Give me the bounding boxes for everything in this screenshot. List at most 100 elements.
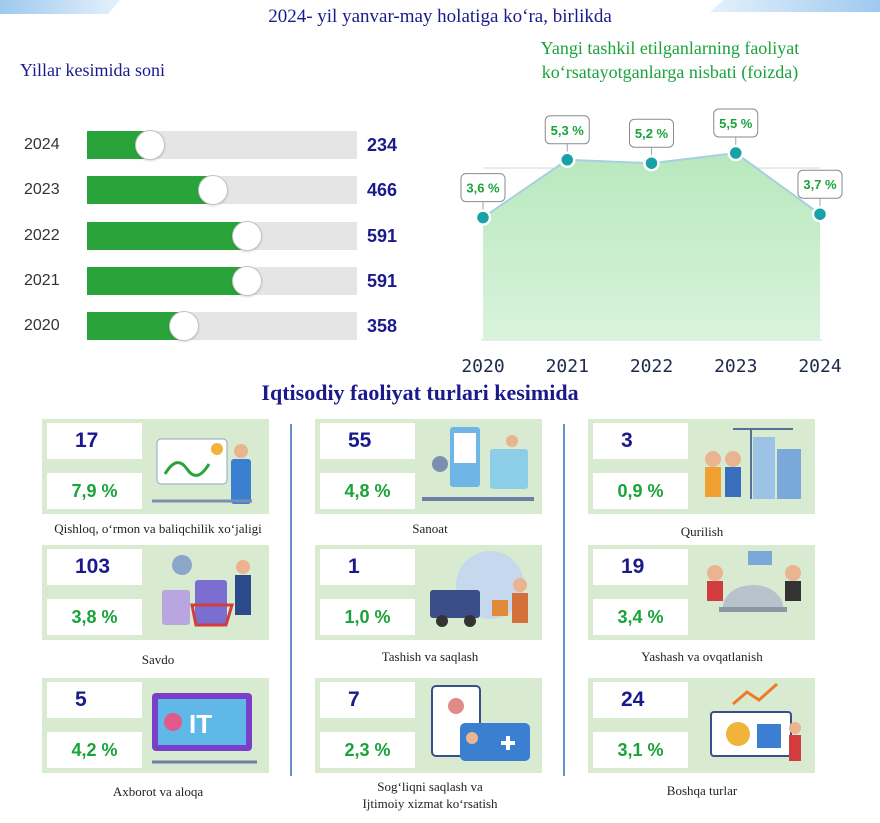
sectors-title: Iqtisodiy faoliyat turlari kesimida — [261, 380, 579, 405]
data-point — [727, 144, 744, 162]
area-chart: 3,6 % 2020 5,3 % 2021 5,2 % 2022 5,5 % 2023 3,7 … — [460, 108, 843, 377]
x-tick-label: 2023 — [714, 356, 757, 377]
header-decoration-right — [710, 0, 880, 12]
svg-text:IT: IT — [189, 709, 212, 739]
bar-row: 2020 358 — [0, 311, 420, 341]
bar-knob — [135, 130, 165, 160]
count-box: 1 — [320, 549, 415, 585]
data-point — [643, 154, 660, 172]
data-point — [559, 151, 576, 169]
sector-count: 24 — [621, 688, 645, 711]
bar — [87, 267, 247, 295]
sector-card-other: 24 3,1 % — [588, 678, 815, 773]
data-point — [474, 209, 492, 226]
sector-percent: 2,3 % — [344, 740, 391, 760]
bar-track — [87, 175, 357, 205]
data-label: 3,6 % — [466, 181, 500, 196]
sector-label: Qishloq, oʻrmon va baliqchilik xoʻjaligi — [54, 521, 262, 536]
x-tick-label: 2021 — [546, 356, 589, 377]
data-label-box — [544, 115, 590, 145]
percent-box: 4,2 % — [47, 732, 142, 768]
sector-percent: 1,0 % — [344, 607, 391, 627]
sector-count: 1 — [348, 555, 360, 578]
percent-box: 3,4 % — [593, 599, 688, 635]
count-box: 3 — [593, 423, 688, 459]
bar-value-label: 591 — [367, 271, 398, 291]
percent-box: 1,0 % — [320, 599, 415, 635]
column-divider — [290, 424, 292, 776]
healthcare-illustration — [431, 685, 530, 761]
construction-illustration — [705, 428, 801, 499]
count-box: 24 — [593, 682, 688, 718]
percent-box: 0,9 % — [593, 473, 688, 509]
percent-box: 2,3 % — [320, 732, 415, 768]
percent-box: 4,8 % — [320, 473, 415, 509]
bar-knob — [169, 311, 199, 341]
page-title: 2024- yil yanvar-may holatiga koʻra, bir… — [268, 6, 612, 27]
area-fill — [483, 153, 820, 340]
sector-count: 5 — [75, 688, 87, 711]
data-label: 3,7 % — [803, 177, 837, 192]
bar-category-label: 2022 — [24, 227, 60, 244]
sector-percent: 0,9 % — [617, 481, 664, 501]
data-label-box — [460, 173, 506, 203]
x-tick-label: 2024 — [798, 356, 841, 377]
sector-card-trade: 103 3,8 % — [42, 545, 269, 640]
bar — [87, 312, 184, 340]
bar-category-label: 2021 — [24, 272, 60, 289]
sector-percent: 4,2 % — [71, 740, 118, 760]
sector-label: Boshqa turlar — [666, 783, 738, 798]
sector-label: Qurilish — [680, 524, 724, 539]
sector-card-industry: 55 4,8 % — [315, 419, 542, 514]
area-chart-title-line1: Yangi tashkil etilganlarning faoliyat — [540, 38, 800, 58]
bar-knob — [198, 175, 228, 205]
count-box: 19 — [593, 549, 688, 585]
data-label-box — [797, 169, 843, 199]
percent-box: 3,8 % — [47, 599, 142, 635]
sector-card-hospitality: 19 3,4 % — [588, 545, 815, 640]
data-label-box — [713, 108, 759, 138]
percent-box: 3,1 % — [593, 732, 688, 768]
bar-category-label: 2023 — [24, 181, 60, 198]
count-box: 5 — [47, 682, 142, 718]
count-box: 17 — [47, 423, 142, 459]
bar-row: 2023 466 — [0, 175, 420, 205]
sector-count: 3 — [621, 429, 633, 452]
agriculture-illustration — [152, 438, 252, 504]
bar-value-label: 466 — [367, 180, 398, 200]
sector-percent: 7,9 % — [71, 481, 118, 501]
column-divider — [563, 424, 565, 776]
bar-knob — [232, 221, 262, 251]
data-label: 5,2 % — [635, 126, 669, 141]
x-tick-label: 2022 — [630, 356, 673, 377]
sector-count: 55 — [348, 429, 372, 452]
bar-row: 2024 234 — [0, 130, 420, 160]
sector-card-transport: 1 1,0 % — [315, 545, 542, 640]
trade-illustration — [162, 555, 251, 627]
count-box: 55 — [320, 423, 415, 459]
bar-row: 2021 591 — [0, 266, 420, 296]
bar-value-label: 358 — [367, 316, 398, 336]
hospitality-illustration — [707, 551, 801, 612]
sector-percent: 3,1 % — [617, 740, 664, 760]
bar-track — [87, 266, 357, 296]
bar-track — [87, 221, 357, 251]
area-chart-title: Yangi tashkil etilganlarning faoliyat ko… — [470, 36, 870, 84]
sector-percent: 3,8 % — [71, 607, 118, 627]
data-label: 5,3 % — [551, 123, 585, 138]
data-label: 5,5 % — [719, 116, 753, 131]
transport-illustration — [430, 551, 528, 627]
header-decoration-left — [0, 0, 120, 14]
count-box: 7 — [320, 682, 415, 718]
sector-label: Sanoat — [412, 521, 448, 536]
bar-value-label: 591 — [367, 226, 398, 246]
bar-row: 2022 591 — [0, 221, 420, 251]
bar-category-label: 2024 — [24, 136, 60, 153]
sector-label: Sogʻliqni saqlash va Ijtimoiy xizmat koʻ… — [300, 778, 560, 812]
sector-percent: 3,4 % — [617, 607, 664, 627]
sector-label-line1: Sogʻliqni saqlash va — [377, 779, 483, 794]
sector-card-healthcare: 7 2,3 % — [315, 678, 542, 773]
bar-category-label: 2020 — [24, 317, 60, 334]
sector-count: 103 — [75, 555, 111, 578]
sector-label: Savdo — [141, 652, 175, 667]
